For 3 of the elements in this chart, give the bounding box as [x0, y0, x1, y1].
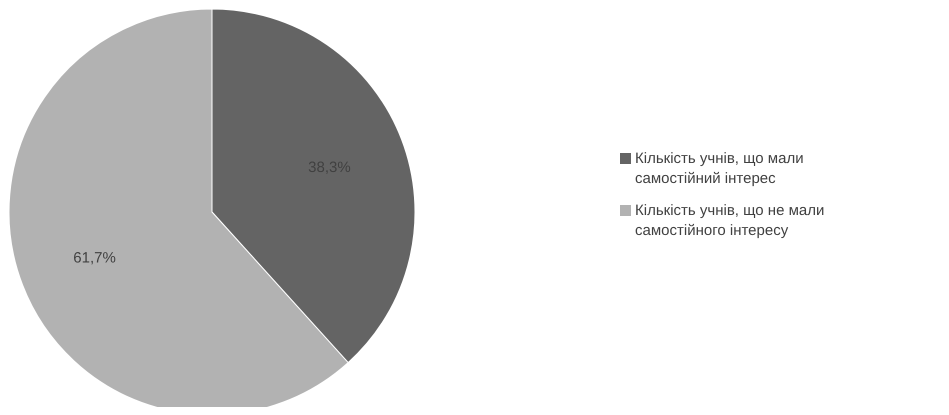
data-label: 61,7%: [73, 249, 116, 266]
legend-label: Кількість учнів, що мали самостійний інтерес: [635, 150, 804, 187]
legend-label: Кількість учнів, що не мали самостійного інтересу: [635, 202, 824, 239]
